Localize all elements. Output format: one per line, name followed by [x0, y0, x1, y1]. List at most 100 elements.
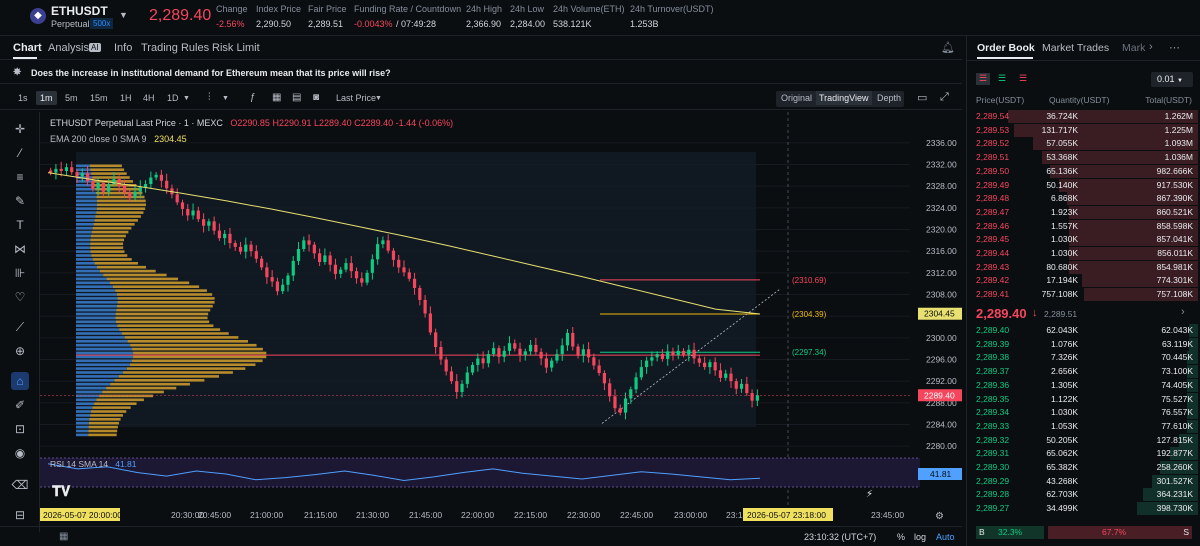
view-depth[interactable]: Depth	[877, 93, 902, 103]
timeframe-1m[interactable]: 1m	[36, 91, 57, 105]
view-asks-icon[interactable]: ☰	[1019, 73, 1028, 83]
timeframe-1d[interactable]: 1D	[167, 93, 179, 103]
ask-row[interactable]: 2,289.45 1.030K 857.041K	[970, 233, 1198, 247]
view-tradingview[interactable]: TradingView	[816, 91, 872, 105]
trash-icon[interactable]: ⌫	[11, 478, 29, 492]
ask-row[interactable]: 2,289.43 80.680K 854.981K	[970, 260, 1198, 275]
volume-profile-bar-sell	[91, 410, 127, 413]
text-icon[interactable]: T	[16, 218, 24, 232]
trend-line-icon[interactable]: ⁄	[18, 146, 21, 160]
bid-row[interactable]: 2,289.31 65.062K 192.877K	[970, 447, 1198, 461]
eye-icon[interactable]: ◉	[14, 446, 26, 460]
tab-info[interactable]: Info	[114, 42, 133, 54]
price-chart[interactable]: 2336.00 2332.00 2328.00 2324.00 2320.00 2316.…	[40, 112, 962, 526]
bid-row[interactable]: 2,289.35 1.122K 75.527K	[970, 392, 1198, 407]
timeframe-5m[interactable]: 5m	[65, 93, 78, 103]
ask-row[interactable]: 2,289.52 57.055K 1.093M	[970, 137, 1198, 151]
more-icon[interactable]: ⋯	[1169, 42, 1180, 54]
news-notice[interactable]: ✸ Does the increase in institutional dem…	[0, 62, 962, 84]
bid-row[interactable]: 2,289.30 65.382K 258.260K	[970, 461, 1198, 475]
ask-row[interactable]: 2,289.46 1.557K 858.598K	[970, 219, 1198, 234]
camera-icon[interactable]: ◙	[313, 92, 320, 103]
view-original[interactable]: Original	[781, 93, 813, 103]
layout-toggle-icon[interactable]: ▭	[917, 92, 928, 104]
ask-row[interactable]: 2,289.53 131.717K 1.225M	[970, 123, 1198, 138]
ask-row[interactable]: 2,289.41 757.108K 757.108K	[970, 288, 1198, 302]
chevron-down-icon[interactable]: ▼	[375, 95, 382, 102]
brush-icon[interactable]: ✎	[14, 194, 26, 208]
calendar-icon[interactable]: ▦	[59, 531, 69, 542]
chevron-down-icon[interactable]: ▼	[183, 95, 190, 102]
buy-percent: 32.3%	[998, 527, 1023, 537]
zoom-icon[interactable]: ⊕	[14, 344, 26, 358]
timeframe-1s[interactable]: 1s	[18, 93, 28, 103]
x-tick-label: 20:45:00	[198, 510, 231, 520]
log-toggle[interactable]: log	[914, 532, 927, 542]
ruler-icon[interactable]: ⟋	[15, 320, 25, 334]
timeframe-1h[interactable]: 1H	[120, 93, 132, 103]
timeframe-15m[interactable]: 15m	[90, 93, 108, 103]
bid-row[interactable]: 2,289.27 34.499K 398.730K	[970, 502, 1198, 516]
ask-row[interactable]: 2,289.44 1.030K 856.011K	[970, 247, 1198, 261]
chart-toolbar: 1s 1m 5m 15m 1H 4H 1D ▼ ⫶ ▼ ƒ ▦ ▤ ◙ Last…	[0, 88, 962, 110]
layout-icon[interactable]: ▦	[272, 92, 282, 103]
view-bids-icon[interactable]: ☰	[998, 73, 1007, 83]
bid-row[interactable]: 2,289.33 1.053K 77.610K	[970, 419, 1198, 434]
horizontal-lines-icon[interactable]: ≡	[16, 170, 24, 184]
volume-profile-bar-buy	[76, 379, 115, 382]
tab-trading-rules[interactable]: Trading Rules	[141, 42, 210, 54]
ask-row[interactable]: 2,289.51 53.368K 1.036M	[970, 151, 1198, 165]
ob-price: 2,289.35	[976, 393, 1010, 404]
pattern-icon[interactable]: ⋈	[14, 242, 26, 256]
tab-risk-limit[interactable]: Risk Limit	[212, 42, 260, 54]
precision-select[interactable]: 0.01 ▼	[1151, 72, 1193, 87]
lock-icon[interactable]: ⊡	[14, 422, 26, 436]
pen-lock-icon[interactable]: ✐	[14, 398, 26, 412]
view-both-icon[interactable]: ☰	[976, 73, 990, 85]
settings-icon[interactable]: ▤	[292, 92, 302, 103]
bid-row[interactable]: 2,289.40 62.043K 62.043K	[970, 324, 1198, 338]
candle-type-icon[interactable]: ⫶	[208, 92, 211, 103]
chevron-down-icon[interactable]: ▼	[119, 10, 128, 20]
bid-row[interactable]: 2,289.38 7.326K 70.445K	[970, 351, 1198, 365]
tab-mark[interactable]: Mark	[1122, 42, 1146, 54]
ask-row[interactable]: 2,289.54 36.724K 1.262M	[970, 110, 1198, 124]
bid-row[interactable]: 2,289.29 43.268K 301.527K	[970, 474, 1198, 489]
chevron-right-icon[interactable]: ›	[1149, 41, 1153, 53]
timeframe-4h[interactable]: 4H	[143, 93, 155, 103]
ask-row[interactable]: 2,289.50 65.136K 982.666K	[970, 164, 1198, 179]
measure-icon[interactable]: ⊪	[14, 266, 26, 280]
heart-icon[interactable]: ♡	[14, 290, 26, 304]
price-type-select[interactable]: Last Price	[336, 93, 377, 103]
ask-row[interactable]: 2,289.42 17.194K 774.301K	[970, 274, 1198, 288]
chevron-right-icon[interactable]: ›	[1181, 306, 1185, 318]
percent-toggle[interactable]: %	[897, 532, 906, 542]
crosshair-icon[interactable]: ✛	[14, 122, 26, 136]
bid-row[interactable]: 2,289.28 62.703K 364.231K	[970, 488, 1198, 502]
ask-row[interactable]: 2,289.48 6.868K 867.390K	[970, 192, 1198, 206]
symbol-name[interactable]: ETHUSDT	[51, 4, 108, 18]
collapse-icon[interactable]: ⊟	[14, 508, 26, 522]
tab-analysis[interactable]: Analysis	[48, 42, 89, 54]
auto-toggle[interactable]: Auto	[936, 532, 955, 542]
chart-svg[interactable]: 2336.00 2332.00 2328.00 2324.00 2320.00 2316.…	[40, 112, 962, 526]
ask-row[interactable]: 2,289.47 1.923K 860.521K	[970, 205, 1198, 220]
bid-row[interactable]: 2,289.37 2.656K 73.100K	[970, 365, 1198, 379]
magnet-icon[interactable]: ⌂	[11, 372, 29, 390]
bell-icon[interactable]: 🔔︎	[941, 42, 955, 54]
bid-row[interactable]: 2,289.39 1.076K 63.119K	[970, 337, 1198, 352]
tab-chart[interactable]: Chart	[13, 42, 42, 54]
ob-total: 1.036M	[1164, 152, 1193, 163]
chevron-down-icon[interactable]: ▼	[222, 95, 229, 102]
tab-market-trades[interactable]: Market Trades	[1042, 42, 1110, 54]
candle-body	[745, 383, 749, 394]
ask-row[interactable]: 2,289.49 50.140K 917.530K	[970, 178, 1198, 193]
tab-order-book[interactable]: Order Book	[977, 42, 1035, 54]
notice-text[interactable]: Does the increase in institutional deman…	[31, 68, 391, 78]
indicator-icon[interactable]: ƒ	[250, 92, 256, 103]
x-cursor-tag: 2026-05-07 23:18:00	[747, 510, 826, 520]
bid-row[interactable]: 2,289.34 1.030K 76.557K	[970, 406, 1198, 420]
bid-row[interactable]: 2,289.36 1.305K 74.405K	[970, 378, 1198, 393]
fullscreen-icon[interactable]: ⤢	[940, 91, 949, 103]
bid-row[interactable]: 2,289.32 50.205K 127.815K	[970, 433, 1198, 448]
